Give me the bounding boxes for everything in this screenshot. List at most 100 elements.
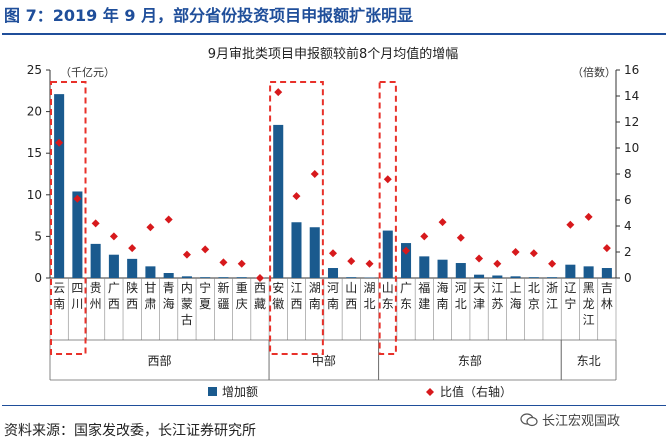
left-tick-label: 25	[27, 63, 42, 77]
bar-北京	[528, 277, 539, 278]
ratio-point-重庆	[237, 259, 246, 268]
region-label-西部: 西部	[148, 353, 172, 368]
bar-河南	[327, 268, 339, 278]
title-divider	[2, 33, 666, 35]
region-label-东部: 东部	[458, 353, 482, 368]
highlight-box	[269, 81, 324, 355]
source-note: 资料来源：国家发改委，长江证券研究所	[4, 423, 256, 439]
ratio-point-广西	[109, 232, 118, 241]
ratio-point-河南	[329, 249, 337, 258]
category-label-陕西: 陕西	[126, 280, 138, 311]
legend-bar-swatch	[208, 387, 217, 396]
left-axis-unit: （千亿元）	[60, 66, 115, 79]
bar-河北	[455, 263, 466, 278]
category-label-重庆: 重庆	[236, 281, 248, 311]
ratio-point-湖南	[310, 170, 319, 178]
category-label-江西: 江西	[290, 281, 302, 311]
ratio-point-黑龙江	[584, 212, 593, 221]
bar-山东	[382, 230, 393, 278]
right-tick-label: 14	[624, 89, 639, 103]
bar-山西	[346, 277, 357, 278]
category-label-山东: 山东	[382, 281, 394, 311]
left-tick-label: 10	[27, 188, 42, 202]
category-label-辽宁: 辽宁	[564, 281, 576, 311]
watermark: 长江宏观国政	[520, 410, 620, 429]
highlight-box	[378, 81, 397, 355]
ratio-point-广东	[402, 246, 411, 255]
legend-marker-swatch	[426, 388, 434, 396]
right-tick-label: 2	[624, 245, 632, 259]
category-label-湖南: 湖南	[309, 280, 321, 311]
bar-青海	[163, 273, 174, 278]
bar-贵州	[90, 243, 101, 278]
ratio-point-安徽	[274, 88, 283, 97]
bar-安徽	[273, 124, 284, 278]
ratio-point-江西	[292, 192, 301, 201]
category-label-北京: 北京	[528, 281, 540, 311]
bar-甘肃	[145, 266, 156, 278]
bar-吉林	[601, 268, 612, 278]
left-tick-label: 0	[34, 271, 42, 285]
ratio-point-山东	[383, 175, 392, 184]
legend-bar-label: 增加额	[222, 385, 258, 399]
ratio-point-上海	[511, 248, 520, 256]
right-tick-label: 16	[624, 63, 639, 77]
category-label-安徽: 安徽	[272, 280, 284, 311]
category-label-河北: 河北	[455, 281, 467, 311]
category-label-浙江: 浙江	[546, 281, 558, 311]
bar-海南	[437, 259, 448, 278]
ratio-point-贵州	[91, 219, 100, 228]
category-label-宁夏: 宁夏	[199, 280, 211, 311]
ratio-point-青海	[164, 215, 173, 224]
ratio-point-海南	[438, 218, 447, 227]
category-label-广东: 广东	[400, 281, 412, 311]
bar-辽宁	[565, 264, 576, 278]
ratio-point-甘肃	[146, 223, 155, 232]
bar-天津	[474, 274, 485, 278]
ratio-point-江苏	[493, 259, 502, 268]
bar-广西	[108, 254, 119, 278]
bar-江西	[291, 222, 302, 278]
ratio-point-北京	[529, 249, 538, 258]
ratio-point-宁夏	[201, 245, 210, 254]
ratio-point-新疆	[219, 258, 228, 267]
bar-广东	[401, 243, 412, 278]
bar-湖南	[309, 227, 320, 278]
bar-宁夏	[200, 277, 211, 278]
bar-黑龙江	[583, 266, 594, 278]
category-label-云南: 云南	[53, 281, 65, 311]
right-tick-label: 6	[624, 193, 632, 207]
bar-福建	[419, 256, 430, 278]
right-tick-label: 10	[624, 141, 639, 155]
category-label-广西: 广西	[108, 281, 120, 311]
ratio-point-四川	[73, 194, 82, 203]
ratio-point-天津	[475, 254, 484, 263]
ratio-point-云南	[55, 138, 64, 147]
left-tick-label: 20	[27, 105, 42, 119]
right-tick-label: 8	[624, 167, 632, 181]
category-label-西藏: 西藏	[254, 281, 266, 311]
bar-江苏	[492, 275, 503, 278]
right-tick-label: 4	[624, 219, 632, 233]
bar-重庆	[236, 277, 247, 278]
category-label-河南: 河南	[327, 281, 339, 311]
ratio-point-福建	[420, 232, 429, 241]
figure-title: 图 7：2019 年 9 月，部分省份投资项目申报额扩张明显	[4, 6, 414, 25]
bar-新疆	[218, 277, 229, 278]
bar-四川	[72, 191, 83, 278]
bar-内蒙古	[181, 276, 192, 278]
right-axis-unit: （倍数）	[572, 65, 616, 79]
ratio-point-山西	[347, 257, 356, 266]
category-label-黑龙江: 黑龙江	[583, 281, 595, 327]
ratio-point-辽宁	[566, 220, 575, 229]
category-label-上海: 上海	[510, 281, 522, 311]
region-label-中部: 中部	[312, 353, 336, 368]
category-label-江苏: 江苏	[491, 281, 503, 311]
bar-陕西	[127, 258, 138, 278]
category-label-福建: 福建	[418, 280, 430, 311]
ratio-point-陕西	[128, 244, 137, 253]
category-label-天津: 天津	[473, 281, 485, 311]
bar-上海	[510, 276, 521, 278]
category-label-青海: 青海	[163, 281, 175, 311]
